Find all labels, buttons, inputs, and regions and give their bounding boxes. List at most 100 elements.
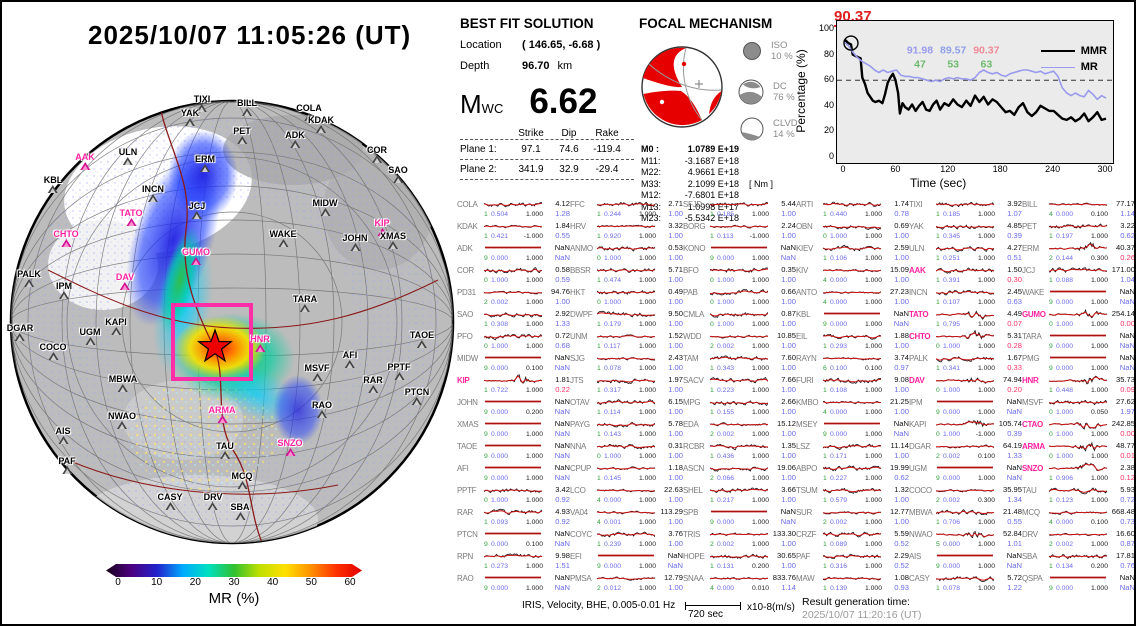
map-station-BILL[interactable]: BILL — [237, 98, 257, 116]
station-row-SACV[interactable]: SACV 1 0.223 1.000 7.66 1.00 — [683, 374, 796, 396]
station-row-XMAS[interactable]: XMAS 9 0.000 1.000 NaN NaN — [457, 418, 570, 440]
station-row-ASCN[interactable]: ASCN 2 0.066 1.000 19.06 1.00 — [683, 462, 796, 484]
station-row-SHEL[interactable]: SHEL 1 0.217 1.000 3.66 1.00 — [683, 484, 796, 506]
station-row-RCBR[interactable]: RCBR 1 0.436 1.000 1.35 1.00 — [683, 440, 796, 462]
station-row-JOHN[interactable]: JOHN 9 0.000 0.200 NaN NaN — [457, 396, 570, 418]
station-row-SBA[interactable]: SBA 1 0.134 0.200 17.81 0.76 — [1022, 550, 1134, 572]
map-station-IPM[interactable]: IPM — [56, 281, 72, 299]
station-row-UGM[interactable]: UGM 9 0.000 1.000 NaN NaN — [909, 462, 1022, 484]
station-row-PALK[interactable]: PALK 1 0.341 1.000 1.67 0.33 — [909, 352, 1022, 374]
station-row-PPTF[interactable]: PPTF 0 1.000 1.000 3.42 0.92 — [457, 484, 570, 506]
map-station-PPTF[interactable]: PPTF — [387, 362, 411, 380]
station-row-CRZF[interactable]: CRZF 1 0.089 1.000 5.59 0.52 — [796, 528, 909, 550]
map-station-COR[interactable]: COR — [367, 145, 387, 163]
map-station-AFI[interactable]: AFI — [343, 350, 357, 368]
station-row-AIS[interactable]: AIS 9 0.000 1.000 NaN NaN — [909, 550, 1022, 572]
map-station-DAV[interactable]: DAV — [116, 272, 134, 290]
map-station-ULN[interactable]: ULN — [119, 147, 137, 165]
station-row-PET[interactable]: PET 1 0.197 1.000 3.22 0.62 — [1022, 220, 1134, 242]
map-station-SBA[interactable]: SBA — [230, 502, 250, 520]
station-row-JCJ[interactable]: JCJ 1 0.088 1.000 171.00 1.04 — [1022, 264, 1134, 286]
station-row-JTS[interactable]: JTS 1 0.317 1.000 1.97 1.00 — [570, 374, 683, 396]
station-row-HNR[interactable]: HNR 1 0.448 1.000 35.73 0.09 — [1022, 374, 1134, 396]
station-row-IPM[interactable]: IPM 9 0.000 1.000 NaN NaN — [909, 396, 1022, 418]
station-row-PFO[interactable]: PFO 0 1.000 1.000 0.72 0.68 — [457, 330, 570, 352]
map-station-CHTO[interactable]: CHTO — [53, 229, 79, 247]
map-station-TIXI[interactable]: TIXI — [194, 94, 210, 112]
map-station-JCJ[interactable]: JCJ — [189, 201, 205, 219]
station-row-TARA[interactable]: TARA 9 0.000 1.000 NaN NaN — [1022, 330, 1134, 352]
map-station-AIS[interactable]: AIS — [55, 426, 71, 444]
station-row-ABPO[interactable]: ABPO 1 0.227 1.000 19.99 0.62 — [796, 462, 909, 484]
station-row-ANMO[interactable]: ANMO 0 1.000 1.000 0.53 1.00 — [570, 242, 683, 264]
map-station-SNZO[interactable]: SNZO — [277, 438, 303, 456]
map-station-AAK[interactable]: AAK — [75, 152, 95, 170]
station-row-RPN[interactable]: RPN 1 0.273 1.000 9.98 1.51 — [457, 550, 570, 572]
station-row-BFO[interactable]: BFO 0 1.000 1.000 0.35 1.00 — [683, 264, 796, 286]
map-station-PTCN[interactable]: PTCN — [405, 387, 429, 405]
station-row-COCO[interactable]: COCO 2 0.002 0.300 35.95 1.34 — [909, 484, 1022, 506]
station-row-PAYG[interactable]: PAYG 1 0.143 1.000 5.78 1.00 — [570, 418, 683, 440]
station-row-EDA[interactable]: EDA 2 0.002 1.000 15.12 1.00 — [683, 418, 796, 440]
map-station-KAPI[interactable]: KAPI — [105, 317, 127, 335]
station-row-ANTO[interactable]: ANTO 4 0.000 1.000 27.23 1.00 — [796, 286, 909, 308]
station-row-ERM[interactable]: ERM 2 0.144 0.300 40.37 0.26 — [1022, 242, 1134, 264]
station-row-WAKE[interactable]: WAKE 9 0.000 1.000 NaN NaN — [1022, 286, 1134, 308]
map-station-COCO[interactable]: COCO — [40, 342, 67, 360]
station-row-CPUP[interactable]: CPUP 1 0.145 1.000 1.18 1.00 — [570, 462, 683, 484]
station-row-YAK[interactable]: YAK 1 0.345 1.000 4.85 0.39 — [909, 220, 1022, 242]
station-row-CMLA[interactable]: CMLA 0 1.000 1.000 0.87 1.00 — [683, 308, 796, 330]
map-station-INCN[interactable]: INCN — [142, 184, 164, 202]
station-row-BBSR[interactable]: BBSR 1 0.474 1.000 5.71 1.00 — [570, 264, 683, 286]
map-station-MSVF[interactable]: MSVF — [304, 363, 330, 381]
station-row-MAW[interactable]: MAW 1 0.139 1.000 1.08 0.93 — [796, 572, 909, 594]
map-station-NWAO[interactable]: NWAO — [108, 411, 136, 429]
mr-percentage-chart[interactable]: 90.37 Percentage (%) 91.98 89.57 90.37 47 53… — [790, 6, 1134, 190]
station-row-GUMO[interactable]: GUMO 0 1.000 1.000 254.14 0.00 — [1022, 308, 1134, 330]
station-row-KBL[interactable]: KBL 9 0.000 1.000 NaN NaN — [796, 308, 909, 330]
station-row-PTCN[interactable]: PTCN 9 0.000 0.100 NaN NaN — [457, 528, 570, 550]
station-row-EFI[interactable]: EFI 9 0.000 1.000 NaN NaN — [570, 550, 683, 572]
station-row-EIL[interactable]: EIL 1 0.293 1.000 1.88 1.00 — [796, 330, 909, 352]
station-row-KIEV[interactable]: KIEV 1 0.106 1.000 2.59 1.00 — [796, 242, 909, 264]
station-row-PAB[interactable]: PAB 0 1.000 1.000 0.66 1.00 — [683, 286, 796, 308]
station-row-TAU[interactable]: TAU 1 0.123 1.000 5.93 0.72 — [1022, 484, 1134, 506]
map-station-GUMO[interactable]: GUMO — [182, 247, 210, 265]
station-row-SNZO[interactable]: SNZO 1 0.906 1.000 2.38 0.12 — [1022, 462, 1134, 484]
station-row-TRIS[interactable]: TRIS 2 0.002 1.000 133.30 1.00 — [683, 528, 796, 550]
map-station-TAU[interactable]: TAU — [216, 441, 234, 459]
station-row-HOPE[interactable]: HOPE 1 0.131 0.200 30.65 1.00 — [683, 550, 796, 572]
map-station-COLA[interactable]: COLA — [296, 103, 322, 121]
station-row-MIDW[interactable]: MIDW 9 0.000 0.100 NaN NaN — [457, 352, 570, 374]
station-waveform-grid[interactable]: COLA 1 0.504 1.000 4.12 1.28 KDAK 1 0.421 -1.000 1… — [457, 198, 1134, 594]
map-station-SAO[interactable]: SAO — [388, 165, 408, 183]
station-row-PAF[interactable]: PAF 1 0.316 1.000 2.29 0.52 — [796, 550, 909, 572]
map-station-CASY[interactable]: CASY — [157, 492, 183, 510]
station-row-MSEY[interactable]: MSEY 9 0.000 1.000 NaN NaN — [796, 418, 909, 440]
map-station-ADK[interactable]: ADK — [285, 130, 305, 148]
map-station-UGM[interactable]: UGM — [80, 327, 101, 345]
station-row-NNA[interactable]: NNA 0 1.000 1.000 0.31 1.00 — [570, 440, 683, 462]
station-row-SPB[interactable]: SPB 9 0.000 1.000 NaN NaN — [683, 506, 796, 528]
chart-plot-area[interactable]: 91.98 89.57 90.37 47 53 63 MMR MR — [836, 20, 1114, 164]
map-station-ARMA[interactable]: ARMA — [209, 405, 236, 423]
station-row-BORG[interactable]: BORG 1 0.113 -1.000 2.24 1.00 — [683, 220, 796, 242]
station-row-FFC[interactable]: FFC 1 0.244 1.000 2.71 1.00 — [570, 198, 683, 220]
station-row-SFJD[interactable]: SFJD 1 0.185 1.000 5.44 1.00 — [683, 198, 796, 220]
map-station-JOHN[interactable]: JOHN — [342, 233, 368, 251]
station-row-KIP[interactable]: KIP 1 0.722 1.000 1.81 0.22 — [457, 374, 570, 396]
station-row-DRV[interactable]: DRV 2 0.002 1.000 16.60 0.87 — [1022, 528, 1134, 550]
map-station-TATO[interactable]: TATO — [120, 208, 143, 226]
station-row-TAOE[interactable]: TAOE 9 0.000 1.000 NaN NaN — [457, 440, 570, 462]
station-row-SNAA[interactable]: SNAA 4 0.000 0.010 833.76 1.14 — [683, 572, 796, 594]
station-row-COYC[interactable]: COYC 1 0.239 1.000 3.76 1.00 — [570, 528, 683, 550]
station-row-CTAO[interactable]: CTAO 0 1.000 1.000 242.85 0.00 — [1022, 418, 1134, 440]
map-station-MCQ[interactable]: MCQ — [232, 471, 253, 489]
map-station-YAK[interactable]: YAK — [181, 108, 199, 126]
map-station-MBWA[interactable]: MBWA — [109, 374, 137, 392]
station-row-TAM[interactable]: TAM 1 0.343 1.000 7.60 1.00 — [683, 352, 796, 374]
global-station-map[interactable]: TIXI BILL COLA KDAK YAK PET ADK COR SAO AAK KBL ULN… — [7, 90, 458, 562]
station-row-DGAR[interactable]: DGAR 2 0.002 0.100 64.19 1.33 — [909, 440, 1022, 462]
map-station-WAKE[interactable]: WAKE — [270, 229, 297, 247]
station-row-INCN[interactable]: INCN 1 0.107 1.000 2.45 0.63 — [909, 286, 1022, 308]
